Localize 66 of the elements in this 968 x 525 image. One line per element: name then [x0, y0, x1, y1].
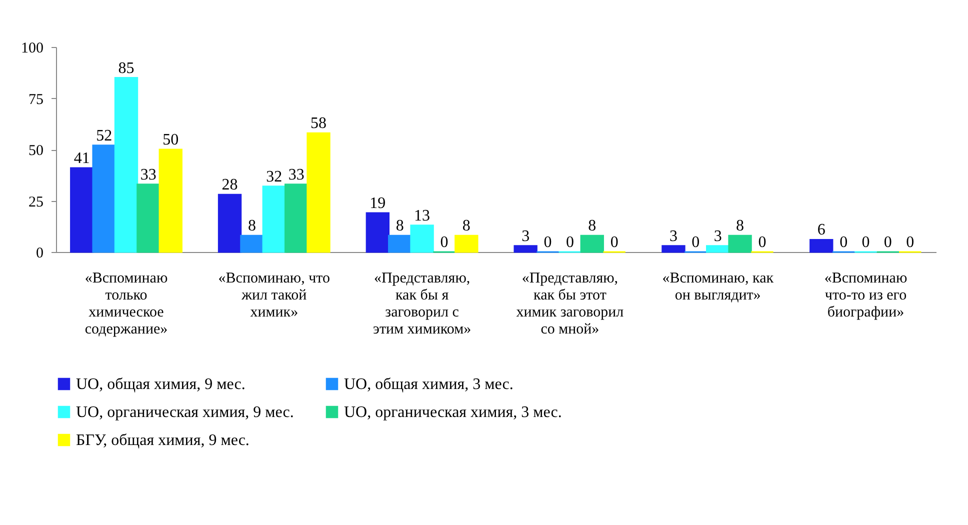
x-tick-label: «Вспоминаю только химическое содержание» [84, 270, 168, 338]
bar [454, 234, 478, 253]
data-label: 8 [248, 218, 256, 235]
x-tick-label: «Представляю, как бы я заговорил с этим химиком» [373, 270, 472, 338]
data-label: 3 [522, 228, 530, 245]
y-tick-label: 100 [21, 40, 44, 56]
bar [218, 194, 242, 253]
data-label: 32 [266, 168, 282, 186]
data-label: 33 [140, 166, 156, 184]
bar [240, 234, 264, 253]
bar [114, 77, 138, 253]
data-label: 28 [222, 176, 238, 194]
legend-label: UO, общая химия, 3 мес. [344, 376, 514, 393]
data-label: 52 [96, 127, 112, 144]
data-label: 0 [610, 234, 618, 251]
x-tick-label: «Вспоминаю, как он выглядит» [662, 270, 774, 304]
legend-label: UO, органическая химия, 3 мес. [344, 404, 562, 421]
data-label: 8 [736, 218, 744, 235]
x-tick-label: «Вспоминаю, что жил такой химик» [218, 270, 330, 320]
data-label: 0 [692, 234, 700, 251]
data-label: 8 [588, 218, 596, 235]
data-label: 58 [310, 115, 327, 132]
y-tick-label: 0 [36, 246, 44, 262]
bar [136, 184, 160, 253]
data-label: 50 [162, 132, 179, 148]
bar [662, 245, 686, 253]
bar [306, 132, 330, 253]
data-label: 85 [118, 60, 134, 77]
legend-label: UO, органическая химия, 9 мес. [76, 404, 294, 421]
bar [284, 184, 308, 253]
data-label: 8 [462, 218, 470, 235]
data-label: 6 [817, 222, 826, 239]
data-label: 0 [906, 234, 914, 251]
data-label: 8 [396, 218, 404, 235]
y-tick-label: 50 [28, 143, 44, 159]
data-label: 41 [74, 150, 90, 167]
bar [262, 186, 286, 253]
data-label: 13 [414, 207, 430, 224]
y-tick-label: 25 [28, 194, 44, 210]
bar [810, 238, 834, 253]
y-tick-label: 75 [28, 92, 44, 108]
bar [158, 148, 182, 253]
data-label: 0 [758, 234, 766, 251]
bar [580, 234, 604, 253]
data-label: 3 [669, 228, 678, 245]
x-tick-label: «Вспоминаю что-то из его биографии» [824, 270, 908, 320]
data-label: 0 [566, 234, 574, 251]
bar [706, 245, 730, 253]
bar [514, 245, 538, 253]
data-label: 0 [440, 234, 448, 251]
data-label: 0 [840, 234, 848, 251]
data-label: 0 [544, 234, 552, 251]
bar [728, 234, 752, 253]
data-label: 3 [714, 228, 722, 245]
data-label: 0 [884, 234, 892, 251]
data-label: 0 [862, 234, 870, 251]
legend-label: БГУ, общая химия, 9 мес. [76, 432, 250, 449]
data-label: 33 [288, 166, 304, 184]
bar [388, 234, 412, 253]
legend-label: UO, общая химия, 9 мес. [76, 376, 246, 393]
bar [410, 224, 434, 253]
bar [366, 212, 390, 253]
x-tick-label: «Представляю, как бы этот химик заговорил со мной» [516, 270, 624, 338]
bar [70, 167, 94, 253]
data-label: 19 [370, 195, 386, 212]
bar [92, 144, 116, 253]
